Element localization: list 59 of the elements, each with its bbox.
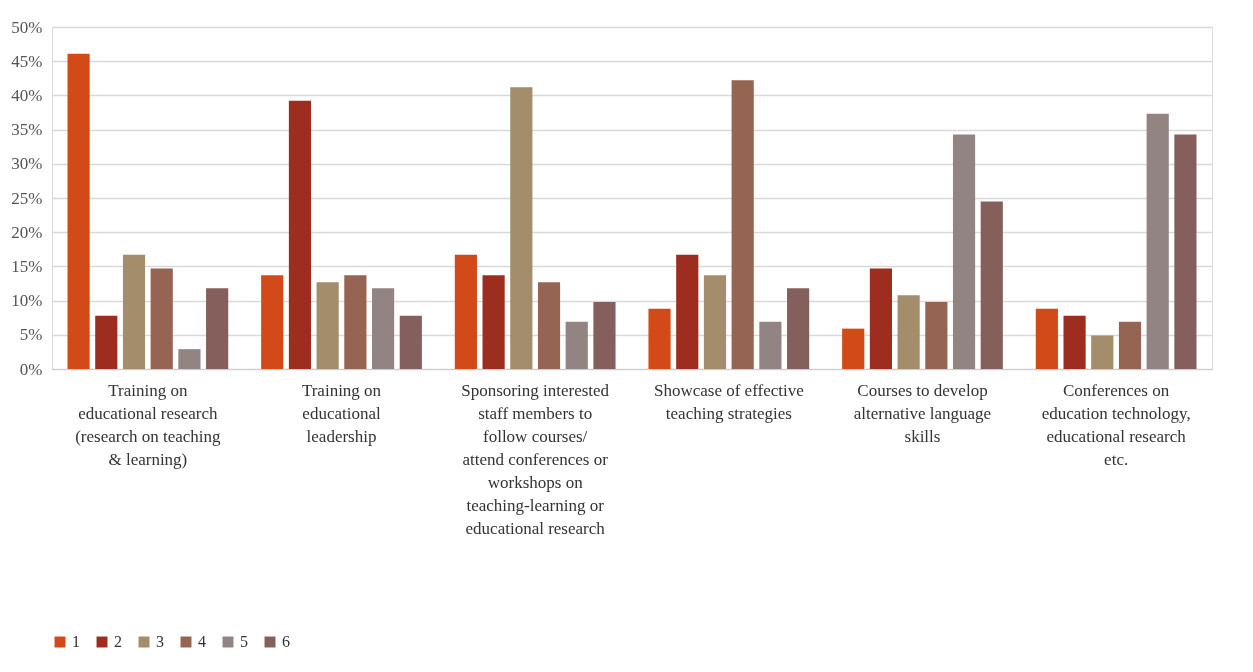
bar [67,53,90,369]
bar [454,254,477,369]
legend-label: 5 [240,633,248,650]
y-tick-label: 10% [11,291,43,311]
bar [1035,308,1058,369]
x-tick-label: Conferences on education technology, educational research etc. [1041,381,1191,469]
x-tick-label: Showcase of effective teaching strategies [653,381,804,423]
bar [787,288,810,369]
bar [178,349,201,369]
bar [565,321,588,369]
y-tick-label: 0% [19,359,43,379]
bar [925,301,948,369]
bar [1063,315,1086,369]
y-tick-label: 5% [19,325,43,345]
bar [510,87,533,369]
x-tick-label: Sponsoring interested staff members to follow courses/ attend conferences or workshops on teaching-learning or educational research [461,381,610,538]
x-tick-label: Training on educational research (research on teaching & learning) [75,381,222,469]
y-tick-label: 25% [11,188,43,208]
bar [952,134,976,369]
bar [537,282,561,369]
bar [399,315,422,369]
bar [1118,321,1142,369]
bar [842,328,865,369]
x-tick-label: Courses to develop alternative language skills [853,381,992,446]
legend-label: 6 [282,633,290,650]
bar [897,295,920,369]
y-tick-label: 30% [11,154,43,174]
bar [593,301,616,369]
bar [759,321,782,369]
bar [206,288,229,369]
bar [676,254,699,369]
legend-label: 4 [198,633,206,650]
legend-label: 1 [72,633,80,650]
bar [288,100,312,369]
legend-label: 3 [156,633,164,650]
bar [95,315,118,369]
bar [1174,134,1197,369]
bar [372,288,395,369]
bar [703,275,727,369]
legend-label: 2 [114,633,122,650]
y-tick-label: 50% [11,17,43,37]
y-tick-label: 15% [11,256,43,276]
bar [261,275,284,369]
y-tick-label: 40% [11,85,43,105]
bar [869,268,892,369]
y-tick-label: 45% [11,51,43,71]
bar [1146,113,1169,369]
y-tick-label: 35% [11,120,43,140]
bar [122,254,146,369]
bar [1091,335,1114,369]
bar [316,282,339,369]
y-tick-label: 20% [11,222,43,242]
bar [731,80,754,369]
bar [482,275,505,369]
x-tick-label: Training on educational leadership [301,381,382,446]
bar [150,268,173,369]
bar [344,275,367,369]
bar [648,308,671,369]
bar [980,201,1003,369]
